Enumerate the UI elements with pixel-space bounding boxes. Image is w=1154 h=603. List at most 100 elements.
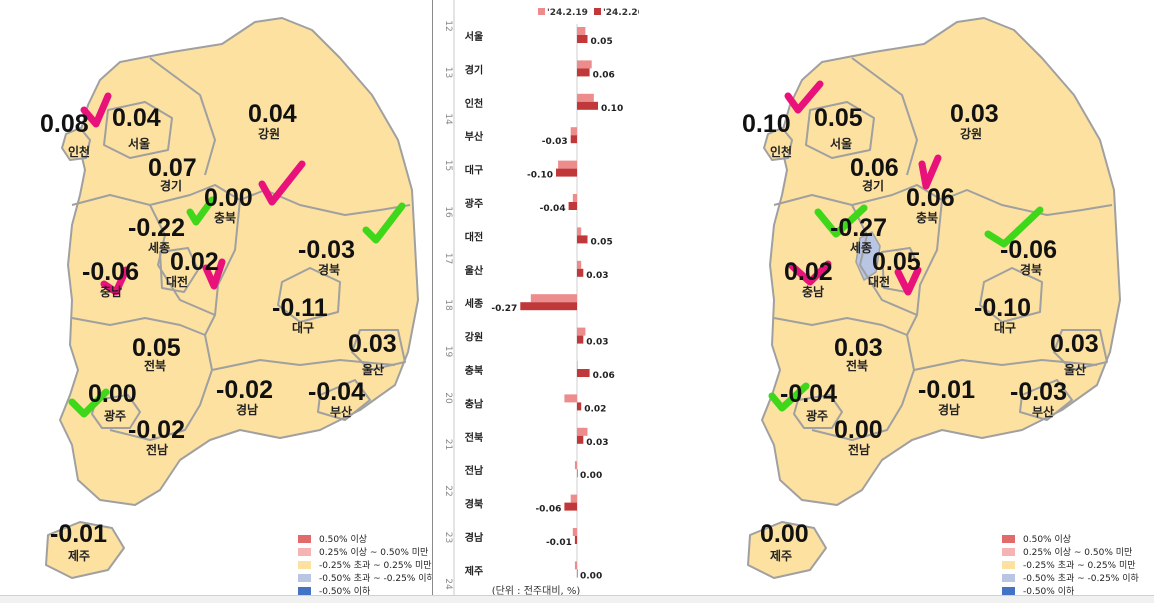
- bar-curr-week: [577, 369, 590, 377]
- category-label: 세종: [465, 297, 483, 310]
- bar-curr-week: [577, 335, 584, 344]
- gyeongnam-label: 경남: [938, 403, 961, 417]
- daejeon-label: 대전: [868, 275, 891, 289]
- category-label: 경기: [465, 63, 483, 76]
- daejeon-value: 0.02: [170, 248, 219, 276]
- bar-prev-week: [577, 260, 582, 269]
- bar-curr-week: [577, 469, 578, 478]
- magenta-check-icon: [100, 266, 130, 296]
- category-label: 경북: [465, 498, 483, 511]
- incheon-shape: [763, 127, 793, 161]
- border-daegu: [979, 267, 1043, 323]
- gwangju-value: -0.04: [780, 380, 837, 408]
- bar-prev-week: [572, 194, 577, 202]
- bar-curr-week: [520, 302, 577, 311]
- sejong-label: 세종: [148, 241, 171, 255]
- category-label: 전북: [465, 431, 483, 444]
- bar-curr-week: [570, 135, 577, 144]
- daejeon-label: 대전: [166, 275, 189, 289]
- bar-prev-week: [570, 494, 577, 503]
- border-jeonbuk-gyeongnam: [109, 334, 213, 441]
- bar-curr-week: [577, 268, 584, 277]
- legend-label: 0.50% 이상: [1023, 535, 1072, 545]
- bar-prev-week: [577, 361, 578, 369]
- incheon-shape: [61, 127, 91, 161]
- ulsan-label: 울산: [1064, 363, 1087, 377]
- legend-row: -0.25% 초과 ~ 0.25% 미만: [1002, 558, 1154, 571]
- gyeonggi-label: 경기: [862, 179, 885, 193]
- sejong-label: 세종: [850, 241, 873, 255]
- jeju-label: 제주: [770, 549, 793, 563]
- unit-note: (단위 : 전주대비, %): [492, 584, 581, 597]
- bar-prev-week: [570, 127, 577, 136]
- bar-data-label: -0.03: [542, 137, 568, 147]
- jeonbuk-value: 0.03: [834, 334, 883, 362]
- bar-data-label: 0.03: [586, 338, 608, 348]
- bar-chart-panel: 12 13 14 15 16 17 18 19 20 21 22 23 24 '24.2.19 '24.2.…: [434, 0, 639, 602]
- bar-curr-week: [564, 502, 577, 511]
- gyeongbuk-label: 경북: [318, 263, 341, 277]
- busan-label: 부산: [1032, 405, 1055, 419]
- ulsan-value: 0.03: [348, 330, 397, 358]
- jeonbuk-label: 전북: [144, 359, 167, 373]
- legend-swatch: [1002, 560, 1015, 569]
- seoul-label: 서울: [128, 137, 151, 151]
- green-check-icon: [768, 382, 810, 412]
- legend-row: -0.25% 초과 ~ 0.25% 미만: [298, 558, 432, 571]
- bar-curr-week: [577, 435, 584, 444]
- bar-data-label: -0.27: [491, 304, 517, 314]
- gyeongbuk-label: 경북: [1020, 263, 1043, 277]
- jeju-value: -0.01: [50, 520, 107, 548]
- ruler-tick-label: 14: [443, 113, 453, 125]
- magenta-check-icon: [784, 80, 824, 114]
- jeju-value: 0.00: [760, 520, 809, 548]
- ruler-tick-label: 19: [443, 346, 453, 358]
- border-seoul: [103, 101, 173, 159]
- daejeon-value: 0.05: [872, 248, 921, 276]
- green-check-icon: [814, 204, 868, 238]
- green-check-icon: [68, 388, 110, 418]
- left-legend: 0.50% 이상 0.25% 이상 ~ 0.50% 미만 -0.25% 초과 ~…: [298, 532, 432, 597]
- gwangju-label: 광주: [806, 409, 829, 423]
- border-gyeongbuk-gyeongnam: [211, 359, 396, 371]
- gyeonggi-value: 0.07: [148, 154, 197, 182]
- right-map-svg: [747, 17, 1121, 579]
- gangwon-value: 0.04: [248, 100, 297, 128]
- left-map-svg: [45, 17, 419, 579]
- ruler-tick-label: 17: [443, 253, 453, 264]
- chungnam-value: -0.06: [82, 258, 139, 286]
- gangwon-label: 강원: [258, 127, 281, 141]
- border-daegu: [277, 267, 341, 323]
- category-label: 인천: [465, 97, 483, 110]
- category-label: 부산: [465, 130, 484, 143]
- border-ulsan: [1053, 329, 1108, 371]
- bar-prev-week: [564, 394, 577, 403]
- bar-chart-svg: 12 13 14 15 16 17 18 19 20 21 22 23 24 '24.2.19 '24.2.…: [443, 0, 639, 598]
- legend-swatch: [298, 534, 311, 543]
- mainland-shape: [761, 17, 1121, 506]
- border-jeonbuk-gyeongnam: [811, 334, 915, 441]
- legend-label-curr: '24.2.26: [603, 8, 639, 18]
- category-label: 서울: [465, 30, 483, 43]
- bar-prev-week: [574, 561, 577, 570]
- legend-row: 0.25% 이상 ~ 0.50% 미만: [298, 545, 432, 558]
- border-chungnam-chungbuk: [149, 204, 216, 316]
- bar-data-label: -0.06: [535, 505, 561, 515]
- gyeonggi-label: 경기: [160, 179, 183, 193]
- bar-prev-week: [572, 528, 577, 536]
- bar-curr-week: [577, 235, 588, 244]
- ruler-tick-label: 22: [443, 485, 453, 496]
- incheon-label: 인천: [770, 145, 793, 159]
- jeonbuk-label: 전북: [846, 359, 869, 373]
- gangwon-label: 강원: [960, 127, 983, 141]
- sejong-value: -0.27: [830, 214, 887, 242]
- bar-data-label: -0.04: [540, 204, 566, 214]
- seoul-value: 0.04: [112, 104, 161, 132]
- gangwon-value: 0.03: [950, 100, 999, 128]
- border-busan: [1019, 379, 1073, 421]
- jeonnam-value: -0.02: [128, 416, 185, 444]
- legend-label: -0.50% 초과 ~ -0.25% 이하: [1023, 574, 1139, 584]
- busan-label: 부산: [330, 405, 353, 419]
- bar-data-label: 0.03: [586, 271, 608, 281]
- bar-data-label: 0.05: [591, 37, 613, 47]
